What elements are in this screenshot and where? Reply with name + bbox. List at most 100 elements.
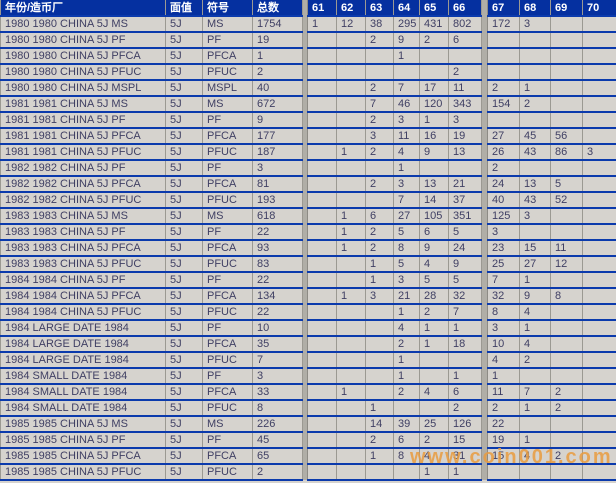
cell-grade-61 xyxy=(307,320,337,337)
cell-grade-63: 2 xyxy=(365,240,394,257)
cell-grade-64: 7 xyxy=(393,192,420,209)
cell-year-mint: 1981 1981 CHINA 5J PF xyxy=(0,112,166,129)
col-header-total: 总数 xyxy=(252,0,303,17)
column-group-divider xyxy=(481,96,488,112)
table-row: 1981 1981 CHINA 5J PFUC 5J PFUC 187 1 2 4 9 13 26… xyxy=(0,144,616,161)
column-group-divider xyxy=(481,304,488,320)
cell-grade-66: 1 xyxy=(448,464,482,481)
cell-designation: PF xyxy=(202,272,253,289)
cell-grade-62 xyxy=(336,464,366,481)
column-group-divider xyxy=(481,176,488,192)
column-group-divider xyxy=(481,400,488,416)
cell-total: 2 xyxy=(252,464,303,481)
cell-year-mint: 1981 1981 CHINA 5J MS xyxy=(0,96,166,113)
cell-grade-61 xyxy=(307,416,337,433)
cell-designation: PFUC xyxy=(202,304,253,321)
cell-grade-67: 7 xyxy=(487,272,520,289)
cell-grade-70 xyxy=(582,448,616,465)
cell-grade-63: 38 xyxy=(365,16,394,33)
cell-grade-66: 18 xyxy=(448,336,482,353)
cell-grade-62 xyxy=(336,48,366,65)
cell-grade-68 xyxy=(519,224,551,241)
cell-grade-63: 2 xyxy=(365,176,394,193)
cell-grade-67: 23 xyxy=(487,240,520,257)
table-row: 1980 1980 CHINA 5J PFUC 5J PFUC 2 2 xyxy=(0,64,616,81)
table-row: 1983 1983 CHINA 5J PF 5J PF 22 1 2 5 6 5 3 xyxy=(0,224,616,241)
cell-grade-65: 13 xyxy=(419,176,449,193)
cell-grade-61 xyxy=(307,304,337,321)
cell-grade-70 xyxy=(582,48,616,65)
cell-grade-62: 1 xyxy=(336,144,366,161)
column-group-divider xyxy=(302,112,308,128)
cell-grade-64: 3 xyxy=(393,272,420,289)
cell-grade-70 xyxy=(582,432,616,449)
cell-denomination: 5J xyxy=(165,320,203,337)
cell-designation: PFCA xyxy=(202,176,253,193)
cell-grade-67 xyxy=(487,48,520,65)
cell-grade-64: 4 xyxy=(393,320,420,337)
cell-grade-66 xyxy=(448,352,482,369)
cell-grade-69 xyxy=(550,336,583,353)
cell-grade-67: 40 xyxy=(487,192,520,209)
column-group-divider xyxy=(302,144,308,160)
cell-grade-69 xyxy=(550,80,583,97)
cell-grade-66: 11 xyxy=(448,80,482,97)
column-group-divider xyxy=(302,240,308,256)
cell-grade-65: 2 xyxy=(419,304,449,321)
cell-grade-69: 11 xyxy=(550,240,583,257)
cell-grade-61 xyxy=(307,192,337,209)
table-row: 1985 1985 CHINA 5J PF 5J PF 45 2 6 2 15 19 1 xyxy=(0,432,616,449)
cell-grade-66: 9 xyxy=(448,256,482,273)
cell-grade-66: 1 xyxy=(448,320,482,337)
cell-grade-68: 1 xyxy=(519,432,551,449)
cell-designation: PFCA xyxy=(202,48,253,65)
column-group-divider xyxy=(302,96,308,112)
cell-year-mint: 1982 1982 CHINA 5J PFCA xyxy=(0,176,166,193)
cell-designation: MSPL xyxy=(202,80,253,97)
cell-grade-65: 2 xyxy=(419,32,449,49)
cell-year-mint: 1984 LARGE DATE 1984 xyxy=(0,320,166,337)
cell-grade-63 xyxy=(365,336,394,353)
cell-grade-61 xyxy=(307,144,337,161)
column-group-divider xyxy=(481,416,488,432)
cell-grade-62 xyxy=(336,64,366,81)
cell-grade-67 xyxy=(487,112,520,129)
cell-designation: PF xyxy=(202,432,253,449)
cell-year-mint: 1981 1981 CHINA 5J PFUC xyxy=(0,144,166,161)
cell-designation: MS xyxy=(202,16,253,33)
column-group-divider xyxy=(481,112,488,128)
cell-grade-70 xyxy=(582,304,616,321)
column-group-divider xyxy=(302,48,308,64)
cell-denomination: 5J xyxy=(165,352,203,369)
cell-grade-62 xyxy=(336,432,366,449)
cell-year-mint: 1985 1985 CHINA 5J PF xyxy=(0,432,166,449)
cell-grade-68 xyxy=(519,464,551,481)
column-group-divider xyxy=(481,288,488,304)
cell-grade-65: 9 xyxy=(419,240,449,257)
cell-grade-66: 13 xyxy=(448,144,482,161)
cell-grade-68 xyxy=(519,160,551,177)
col-header-grade-62: 62 xyxy=(336,0,366,17)
cell-grade-64: 2 xyxy=(393,336,420,353)
cell-grade-63: 2 xyxy=(365,224,394,241)
table-row: 1982 1982 CHINA 5J PF 5J PF 3 1 2 xyxy=(0,160,616,177)
cell-grade-70 xyxy=(582,96,616,113)
cell-grade-67: 15 xyxy=(487,448,520,465)
column-group-divider xyxy=(481,384,488,400)
cell-grade-64: 21 xyxy=(393,288,420,305)
cell-grade-67: 32 xyxy=(487,288,520,305)
column-group-divider xyxy=(302,16,308,32)
cell-grade-70 xyxy=(582,112,616,129)
cell-total: 93 xyxy=(252,240,303,257)
cell-grade-64: 7 xyxy=(393,80,420,97)
cell-grade-62 xyxy=(336,80,366,97)
cell-grade-61 xyxy=(307,80,337,97)
cell-designation: PFUC xyxy=(202,352,253,369)
cell-grade-64: 1 xyxy=(393,304,420,321)
cell-grade-67: 154 xyxy=(487,96,520,113)
cell-denomination: 5J xyxy=(165,112,203,129)
table-row: 1980 1980 CHINA 5J MSPL 5J MSPL 40 2 7 17 11 2 1 xyxy=(0,80,616,97)
cell-grade-64: 27 xyxy=(393,208,420,225)
column-group-divider xyxy=(302,256,308,272)
table-row: 1984 1984 CHINA 5J PF 5J PF 22 1 3 5 5 7 1 xyxy=(0,272,616,289)
